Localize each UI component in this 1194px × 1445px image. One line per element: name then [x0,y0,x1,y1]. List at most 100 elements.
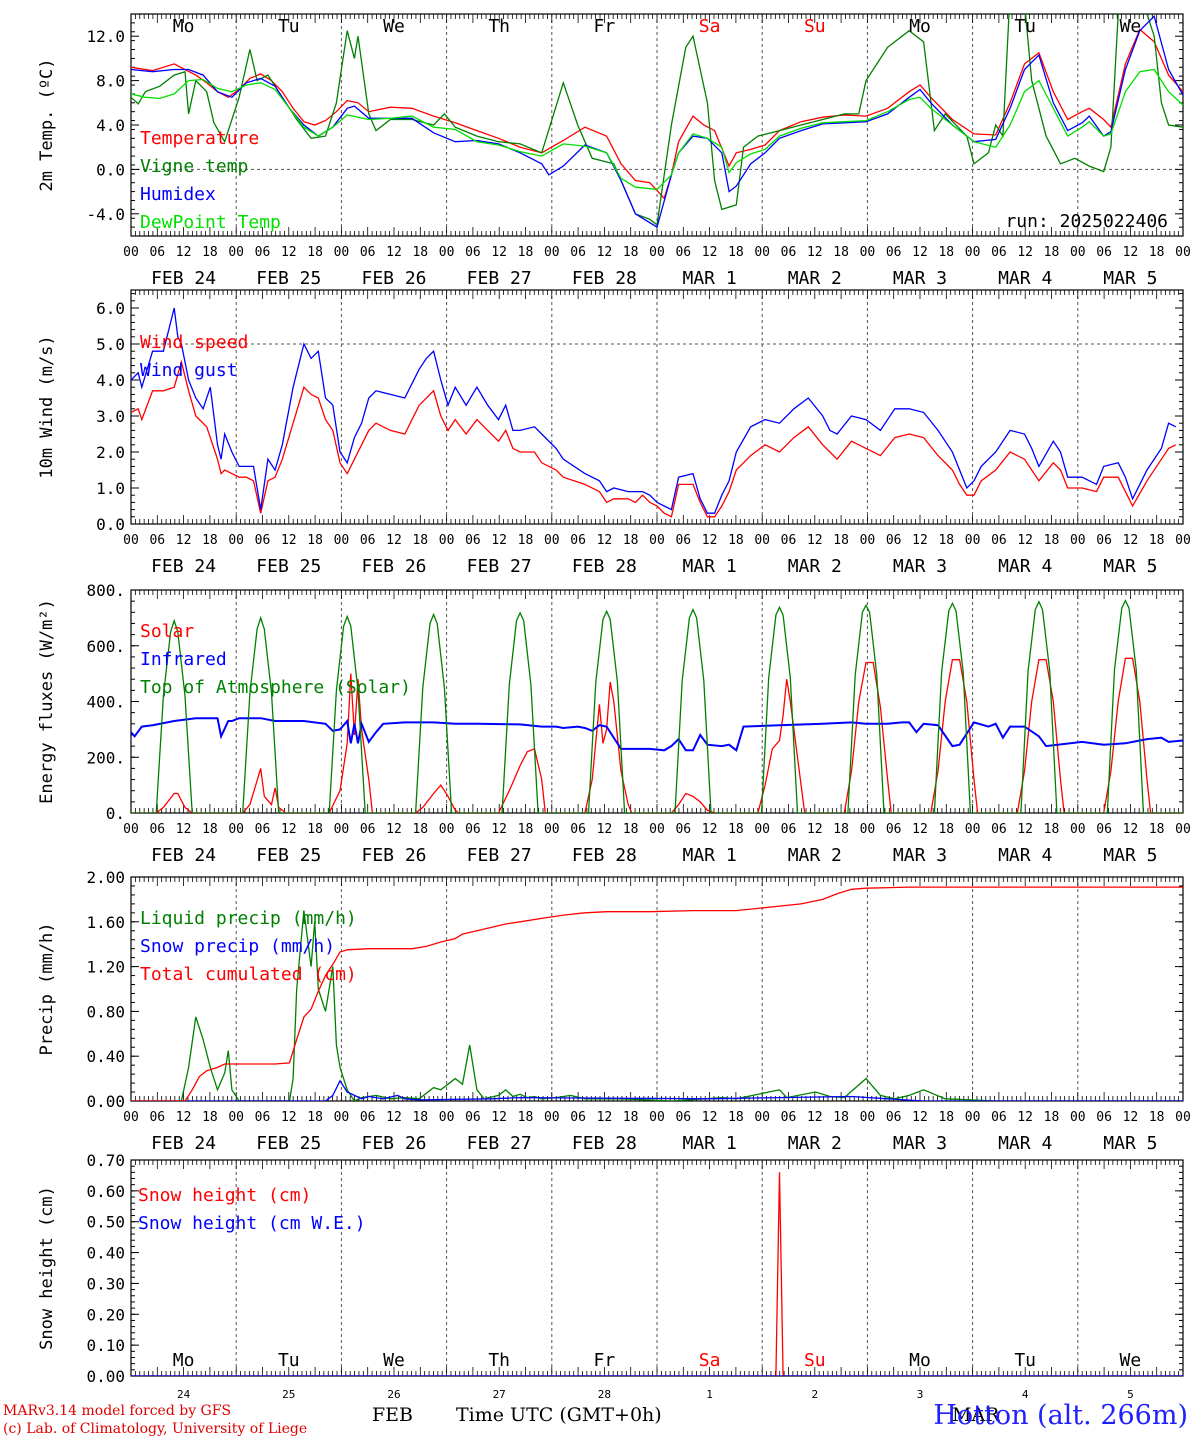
legend-entry: Total cumulated (cm) [140,964,357,985]
hour-tick-label: 00 [334,1110,350,1125]
hour-tick-label: 06 [465,533,481,548]
hour-tick-label: 00 [228,245,244,260]
hour-tick-label: 18 [202,245,218,260]
legend-entry: Humidex [140,184,216,205]
hour-tick-label: 06 [1096,1110,1112,1125]
y-tick-label: 0.30 [86,1274,125,1293]
hour-tick-label: 12 [597,245,613,260]
legend-entry: Wind speed [140,332,248,353]
hour-tick-label: 00 [439,533,455,548]
hour-tick-label: 00 [965,822,981,837]
hour-tick-label: 00 [754,533,770,548]
y-tick-label: 0.0 [96,160,125,179]
hour-tick-label: 00 [860,245,876,260]
y-tick-label: -4.0 [86,205,125,224]
hour-tick-label: 06 [255,245,271,260]
legend-entry: DewPoint Temp [140,212,281,233]
hour-tick-label: 18 [1044,822,1060,837]
hour-tick-label: 18 [307,822,323,837]
weekday-label: Mo [909,16,931,37]
y-tick-label: 4.0 [96,116,125,135]
hour-tick-label: 18 [1149,533,1165,548]
hour-tick-label: 12 [1123,822,1139,837]
hour-tick-label: 06 [675,245,691,260]
hour-tick-label: 00 [1175,533,1191,548]
date-label: MAR 5 [1103,556,1157,577]
weekday-label: Su [804,16,826,37]
hour-tick-label: 06 [886,533,902,548]
date-label: MAR 2 [788,845,842,866]
weekday-label: Sa [699,16,721,37]
hour-tick-label: 00 [544,1110,560,1125]
date-label: FEB 28 [572,845,637,866]
y-tick-label: 1.0 [96,479,125,498]
date-label: FEB 26 [361,845,426,866]
hour-tick-label: 18 [938,1110,954,1125]
hour-tick-label: 18 [307,1110,323,1125]
y-tick-label: 4.0 [96,371,125,390]
weekday-label: We [1120,16,1142,37]
model-credit: MARv3.14 model forced by GFS [3,1403,232,1419]
lab-credit: (c) Lab. of Climatology, University of L… [3,1421,308,1437]
hour-tick-label: 12 [597,1110,613,1125]
hour-tick-label: 06 [255,822,271,837]
hour-tick-label: 06 [360,1110,376,1125]
hour-tick-label: 00 [1070,822,1086,837]
y-tick-label: 0.50 [86,1213,125,1232]
series-line-1 [131,359,1177,518]
day-number-label: 26 [387,1388,400,1401]
legend-entry: Snow height (cm W.E.) [138,1213,366,1234]
date-label: FEB 24 [151,1133,216,1154]
series-line-4 [131,68,1183,191]
panel-1: 00 06 12 18 00 06 12 18 00 06 12 18 00 06 12 18 00 06 12 18… [37,13,1191,289]
hour-tick-label: 18 [1149,1110,1165,1125]
hour-tick-label: 12 [281,533,297,548]
date-label: MAR 3 [893,268,947,289]
hour-tick-label: 00 [123,822,139,837]
series-line-1 [131,657,1183,813]
hour-tick-label: 06 [570,245,586,260]
date-label: FEB 27 [467,268,532,289]
hour-tick-label: 00 [754,822,770,837]
hour-tick-label: 00 [649,822,665,837]
hour-tick-label: 18 [623,245,639,260]
date-label: FEB 26 [361,268,426,289]
y-tick-label: 8.0 [96,72,125,91]
date-label: FEB 26 [361,556,426,577]
hour-tick-label: 12 [702,1110,718,1125]
hour-tick-label: 06 [781,1110,797,1125]
hour-tick-label: 12 [1017,822,1033,837]
weekday-label: Mo [173,1350,195,1371]
hour-tick-label: 12 [176,533,192,548]
day-number-label: 27 [493,1388,506,1401]
date-label: FEB 28 [572,1133,637,1154]
weekday-label: Mo [173,16,195,37]
date-label: MAR 5 [1103,845,1157,866]
y-tick-label: 0.70 [86,1151,125,1170]
month-label-mar: MAR [952,1404,1000,1426]
x-axis-title: Time UTC (GMT+0h) [456,1404,662,1426]
day-number-label: 5 [1127,1388,1134,1401]
date-label: MAR 5 [1103,1133,1157,1154]
hour-tick-label: 18 [1149,245,1165,260]
hour-tick-label: 06 [255,1110,271,1125]
hour-tick-label: 12 [1017,245,1033,260]
hour-tick-label: 12 [702,822,718,837]
hour-tick-label: 06 [886,1110,902,1125]
hour-tick-label: 18 [728,245,744,260]
hour-tick-label: 00 [123,245,139,260]
hour-tick-label: 18 [623,822,639,837]
y-tick-label: 0.00 [86,1367,125,1386]
hour-tick-label: 06 [360,245,376,260]
y-tick-label: 0.0 [96,515,125,534]
weekday-label: We [1120,1350,1142,1371]
weekday-label: Su [804,1350,826,1371]
hour-tick-label: 00 [1070,1110,1086,1125]
hour-tick-label: 12 [491,822,507,837]
date-label: FEB 24 [151,845,216,866]
hour-tick-label: 06 [360,822,376,837]
y-tick-label: 0.80 [86,1002,125,1021]
legend-entry: Infrared [140,649,227,670]
hour-tick-label: 06 [781,245,797,260]
legend-entry: Top of Atmosphere (Solar) [140,677,411,698]
